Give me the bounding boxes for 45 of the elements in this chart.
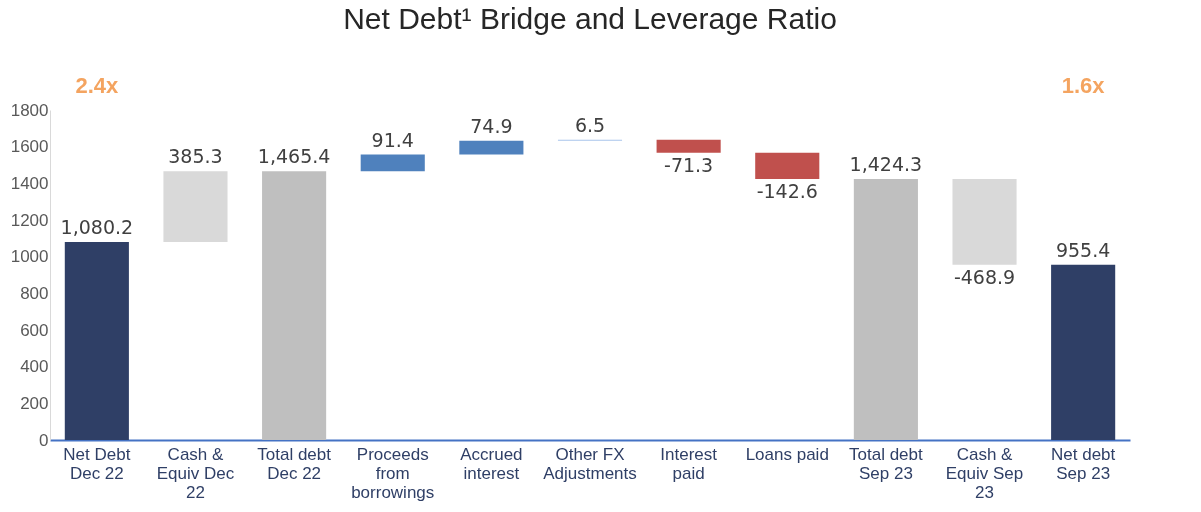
bar bbox=[755, 152, 820, 179]
data-label: -71.3 bbox=[664, 153, 714, 176]
data-label: 955.4 bbox=[1055, 238, 1111, 261]
data-label: 74.9 bbox=[470, 114, 513, 137]
y-tick-label: 0 bbox=[39, 430, 49, 450]
bar bbox=[1051, 264, 1116, 440]
y-tick-label: 1000 bbox=[10, 247, 49, 267]
data-label: 6.5 bbox=[574, 113, 606, 136]
y-tick-label: 400 bbox=[20, 357, 49, 377]
x-tick-label: Cash & Equiv Sep 23 bbox=[945, 444, 1024, 502]
data-label: 1,080.2 bbox=[60, 215, 134, 238]
x-tick-label: Accrued interest bbox=[460, 444, 523, 483]
x-tick-label: Interest paid bbox=[660, 444, 718, 483]
bar bbox=[360, 154, 425, 172]
y-tick-label: 200 bbox=[20, 393, 49, 413]
y-tick-label: 600 bbox=[20, 320, 49, 340]
x-tick-label: Total debt Sep 23 bbox=[849, 444, 924, 483]
data-label: 91.4 bbox=[371, 128, 414, 151]
y-tick-label: 1400 bbox=[10, 173, 49, 193]
y-tick-label: 1200 bbox=[10, 210, 49, 230]
data-label: -142.6 bbox=[756, 179, 818, 202]
chart-title: Net Debt¹ Bridge and Leverage Ratio bbox=[343, 2, 837, 35]
bar bbox=[64, 241, 129, 440]
y-tick-label: 1600 bbox=[10, 137, 49, 157]
y-tick-label: 800 bbox=[20, 283, 49, 303]
x-tick-label: Loans paid bbox=[745, 444, 829, 464]
bar bbox=[656, 139, 721, 153]
text: 2.4x bbox=[75, 73, 120, 98]
bar bbox=[459, 140, 524, 155]
bar bbox=[952, 178, 1017, 265]
x-tick-label: Net debt Sep 23 bbox=[1051, 444, 1116, 483]
x-tick-label: Other FX Adjustments bbox=[543, 444, 637, 483]
data-label: -468.9 bbox=[953, 265, 1016, 288]
data-label: 1,465.4 bbox=[257, 145, 331, 168]
bar bbox=[853, 178, 918, 440]
bar bbox=[262, 171, 327, 440]
x-tick-label: Net Debt Dec 22 bbox=[63, 444, 131, 483]
x-tick-label: Cash & Equiv Dec 22 bbox=[156, 444, 235, 502]
x-tick-label: Proceeds from borrowings bbox=[351, 444, 435, 502]
y-tick-label: 1800 bbox=[10, 100, 49, 120]
x-tick-label: Total debt Dec 22 bbox=[257, 444, 332, 483]
bar bbox=[163, 171, 228, 242]
data-label: 385.3 bbox=[168, 145, 223, 168]
text: 1.6x bbox=[1061, 73, 1106, 98]
data-label: 1,424.3 bbox=[849, 152, 923, 175]
